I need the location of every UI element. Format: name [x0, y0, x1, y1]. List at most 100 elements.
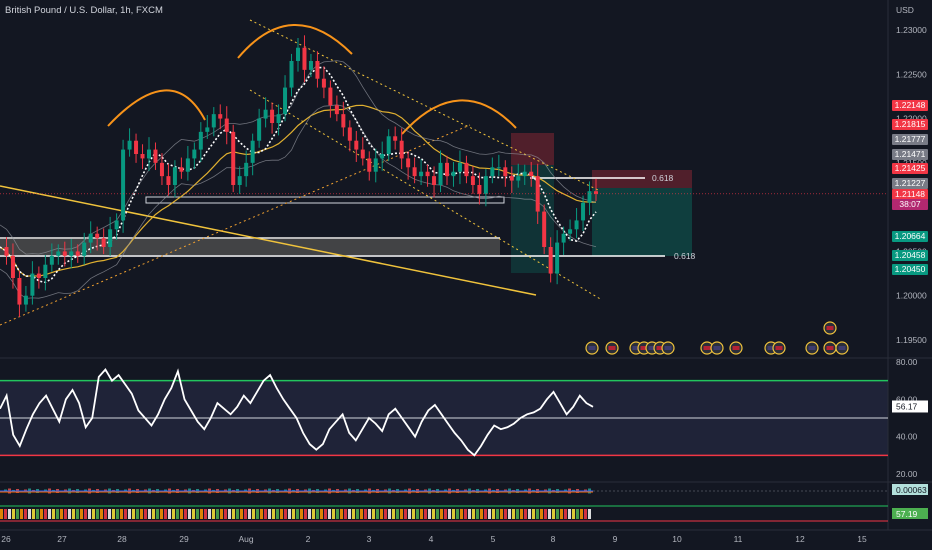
price-badge: 38:07 — [892, 199, 928, 210]
trendline-dotted — [0, 124, 471, 326]
price-badge: 1.20458 — [892, 250, 928, 261]
candle-body — [451, 171, 456, 177]
fib-label: 0.618 — [652, 173, 674, 183]
fib-label: 0.618 — [674, 251, 696, 261]
price-tick-label: 1.22000 — [896, 114, 927, 124]
strip-bar — [552, 509, 555, 519]
strip-bar — [176, 509, 179, 519]
strip-bar — [92, 509, 95, 519]
event-flag-icon — [632, 346, 640, 350]
candle-body — [224, 118, 229, 132]
strip-bar — [280, 509, 283, 519]
candle-body — [522, 171, 527, 177]
strip-bar — [144, 509, 147, 519]
strip-bar — [116, 509, 119, 519]
candle-body — [127, 140, 132, 150]
strip-bar — [484, 509, 487, 519]
strip-bar — [136, 509, 139, 519]
strip-bar — [476, 509, 479, 519]
candle-body — [108, 229, 113, 247]
price-badge: 1.21777 — [892, 134, 928, 145]
candle-body — [367, 158, 372, 172]
strip-bar — [564, 509, 567, 519]
strip-bar — [232, 509, 235, 519]
strip-bar — [152, 509, 155, 519]
strip-bar — [244, 509, 247, 519]
candle-body — [509, 176, 514, 181]
candle-body — [445, 162, 449, 177]
strip-bar — [240, 509, 243, 519]
strip-bar — [460, 509, 463, 519]
event-flag-icon — [703, 346, 711, 350]
strip-bar — [584, 509, 587, 519]
price-badge: 1.21227 — [892, 178, 928, 189]
candle-body — [568, 229, 573, 234]
event-flag-icon — [826, 346, 834, 350]
candle-body — [464, 162, 469, 177]
strip-bar — [496, 509, 499, 519]
strip-bar — [320, 509, 323, 519]
macd-value-label: 0.00063 — [896, 485, 927, 495]
strip-bar — [328, 509, 331, 519]
candle-body — [561, 233, 566, 243]
candle-body — [62, 251, 67, 256]
strip-bar — [364, 509, 367, 519]
strip-bar — [316, 509, 319, 519]
candle-body — [457, 162, 462, 172]
resistance-zone — [145, 196, 505, 204]
candle-body — [393, 136, 398, 141]
strip-bar — [396, 509, 399, 519]
price-tick-label: 1.21500 — [896, 158, 927, 168]
candle-body — [218, 114, 223, 119]
price-badge: 1.21815 — [892, 119, 928, 130]
strip-bar — [124, 509, 127, 519]
right-shoulder-arc — [401, 99, 517, 135]
strip-bar — [504, 509, 507, 519]
strip-bar — [472, 509, 475, 519]
candle-body — [166, 176, 171, 185]
candle-body — [425, 171, 430, 177]
strip-bar — [200, 509, 203, 519]
strip-bar — [36, 509, 39, 519]
strip-bar — [308, 509, 311, 519]
strip-bar — [372, 509, 375, 519]
strip-bar — [352, 509, 355, 519]
strip-bar — [544, 509, 547, 519]
strip-bar — [464, 509, 467, 519]
candle-body — [276, 114, 281, 123]
strip-bar — [292, 509, 295, 519]
strip-bar — [208, 509, 211, 519]
strip-bar — [228, 509, 231, 519]
candle-body — [49, 255, 54, 265]
strip-bar — [440, 509, 443, 519]
price-tick-label: 1.20000 — [896, 291, 927, 301]
candle-body — [159, 162, 164, 177]
strip-bar — [32, 509, 35, 519]
rsi-tick-label: 40.00 — [896, 432, 918, 442]
candle-body — [43, 264, 48, 278]
candle-body — [419, 171, 424, 177]
candle-body — [308, 61, 313, 70]
candle-body — [153, 149, 158, 163]
candle-body — [88, 233, 93, 243]
date-tick-label: 12 — [795, 534, 805, 544]
date-tick-label: 2 — [306, 534, 311, 544]
candle-body — [542, 211, 547, 247]
price-badge: 1.21148 — [892, 189, 928, 200]
strip-bar — [164, 509, 167, 519]
strip-bar — [4, 509, 7, 519]
event-flag-icon — [838, 346, 846, 350]
date-tick-label: 5 — [491, 534, 496, 544]
strip-bar — [296, 509, 299, 519]
candle-body — [347, 127, 352, 141]
strip-bar — [560, 509, 563, 519]
candle-body — [555, 242, 560, 274]
macd-value-badge — [892, 484, 928, 495]
strip-bar — [52, 509, 55, 519]
strip-bar — [580, 509, 583, 519]
date-tick-label: 26 — [1, 534, 11, 544]
strip-bar — [80, 509, 83, 519]
strip-bar — [44, 509, 47, 519]
